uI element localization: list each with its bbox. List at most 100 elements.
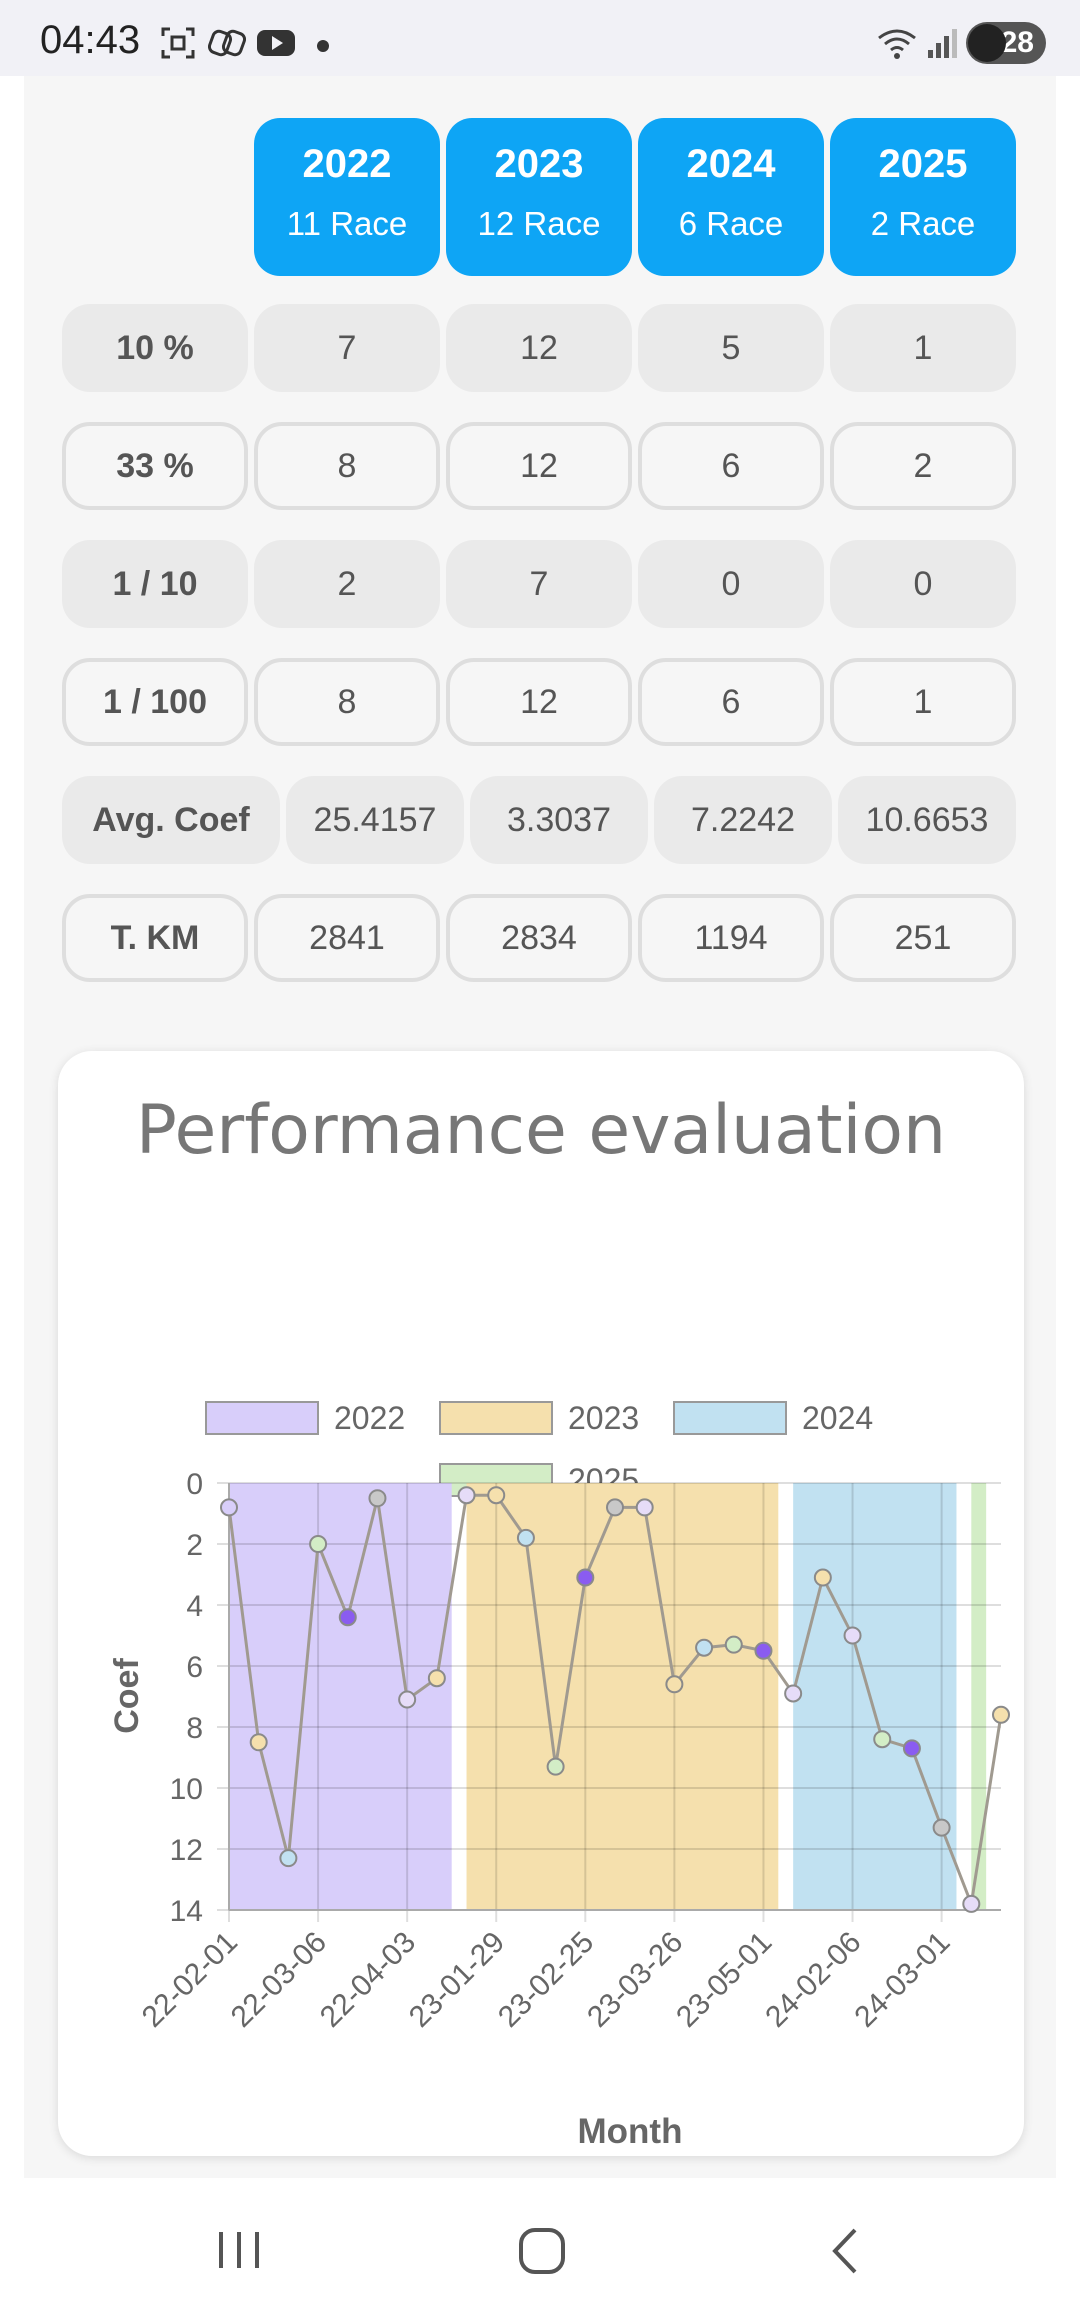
stat-cell: 12 bbox=[446, 422, 632, 510]
recent-apps-icon[interactable] bbox=[215, 2228, 265, 2272]
race-count: 11 Race bbox=[286, 205, 408, 242]
stat-cell: 5 bbox=[638, 304, 824, 392]
link-icon bbox=[208, 29, 246, 57]
row-label: 10 % bbox=[62, 304, 248, 392]
stat-cell: 2834 bbox=[446, 894, 632, 982]
x-tick-label: 22-04-03 bbox=[314, 1926, 422, 2034]
stat-cell: 2 bbox=[830, 422, 1016, 510]
data-point bbox=[635, 1498, 654, 1517]
stats-panel: 2022 11 Race 2023 12 Race 2024 6 Race 2025 2 Ra… bbox=[24, 76, 1056, 2178]
year-label: 2022 bbox=[302, 142, 392, 186]
row-label: T. KM bbox=[62, 894, 248, 982]
data-point bbox=[724, 1635, 743, 1654]
data-point bbox=[695, 1638, 714, 1657]
y-tick-label: 14 bbox=[170, 1895, 203, 1928]
wifi-icon bbox=[878, 29, 916, 59]
x-axis-title: Month bbox=[578, 2112, 683, 2151]
y-tick-label: 4 bbox=[186, 1590, 203, 1623]
stat-cell: 1194 bbox=[638, 894, 824, 982]
y-tick-label: 2 bbox=[186, 1529, 203, 1562]
battery-icon: 28 bbox=[966, 22, 1046, 64]
x-tick-label: 24-02-06 bbox=[759, 1926, 867, 2034]
data-point bbox=[368, 1489, 387, 1508]
race-count: 12 Race bbox=[477, 205, 601, 242]
stat-cell: 3.3037 bbox=[470, 776, 648, 864]
stat-cell: 12 bbox=[446, 304, 632, 392]
band-2025 bbox=[971, 1483, 987, 1910]
stat-cell: 8 bbox=[254, 658, 440, 746]
legend-swatch bbox=[439, 1401, 553, 1435]
performance-chart: 2022 2023 202420250246810121422-02-0122-03… bbox=[108, 1400, 1010, 2151]
youtube-icon bbox=[257, 30, 295, 56]
x-tick-label: 23-02-25 bbox=[492, 1926, 600, 2034]
x-tick-label: 22-03-06 bbox=[225, 1926, 333, 2034]
x-tick-label: 22-02-01 bbox=[136, 1926, 244, 2034]
stat-cell: 6 bbox=[638, 658, 824, 746]
back-icon[interactable] bbox=[825, 2226, 865, 2276]
x-tick-label: 23-01-29 bbox=[403, 1926, 511, 2034]
y-tick-label: 0 bbox=[186, 1468, 203, 1501]
data-point bbox=[516, 1528, 535, 1547]
status-bar: 04:43 28 bbox=[0, 0, 1080, 76]
data-point bbox=[813, 1568, 832, 1587]
y-tick-label: 12 bbox=[170, 1834, 203, 1867]
stat-cell: 1 bbox=[830, 304, 1016, 392]
chart-title: Performance evaluation bbox=[135, 1091, 947, 1170]
year-header-2022[interactable]: 2022 11 Race bbox=[254, 118, 440, 276]
year-header-2024[interactable]: 2024 6 Race bbox=[638, 118, 824, 276]
data-point bbox=[279, 1849, 298, 1868]
data-point bbox=[784, 1684, 803, 1703]
legend-label: 2022 bbox=[334, 1400, 405, 1436]
data-point bbox=[962, 1894, 981, 1913]
data-point bbox=[546, 1757, 565, 1776]
band-2022 bbox=[229, 1483, 452, 1910]
navigation-bar bbox=[0, 2178, 1080, 2316]
y-tick-label: 8 bbox=[186, 1712, 203, 1745]
stat-cell: 10.6653 bbox=[838, 776, 1016, 864]
status-time: 04:43 bbox=[40, 18, 141, 62]
data-point bbox=[873, 1730, 892, 1749]
data-point bbox=[843, 1626, 862, 1645]
stat-cell: 0 bbox=[830, 540, 1016, 628]
band-2024 bbox=[793, 1483, 957, 1910]
data-point bbox=[487, 1486, 506, 1505]
legend-label: 2024 bbox=[802, 1400, 873, 1436]
stat-cell: 2 bbox=[254, 540, 440, 628]
dot-icon bbox=[317, 40, 329, 52]
data-point bbox=[309, 1535, 328, 1553]
race-count: 2 Race bbox=[870, 205, 976, 242]
row-label: 1 / 10 bbox=[62, 540, 248, 628]
data-point bbox=[457, 1486, 476, 1505]
row-label: Avg. Coef bbox=[62, 776, 280, 864]
data-point bbox=[665, 1675, 684, 1694]
legend-swatch bbox=[673, 1401, 787, 1435]
data-point bbox=[606, 1498, 624, 1517]
chart-card: Performance evaluation 2022 2023 2024 2025 0… bbox=[58, 1051, 1024, 2156]
y-axis-title: Coef bbox=[108, 1658, 146, 1734]
data-point bbox=[398, 1690, 417, 1709]
stat-cell: 1 bbox=[830, 658, 1016, 746]
legend-swatch bbox=[205, 1401, 319, 1435]
data-point bbox=[932, 1818, 951, 1837]
x-tick-label: 24-03-01 bbox=[848, 1926, 956, 2034]
y-tick-label: 10 bbox=[170, 1773, 203, 1806]
stat-cell: 0 bbox=[638, 540, 824, 628]
year-label: 2025 bbox=[878, 142, 968, 186]
year-header-2023[interactable]: 2023 12 Race bbox=[446, 118, 632, 276]
signal-icon bbox=[928, 29, 957, 58]
row-label: 33 % bbox=[62, 422, 248, 510]
data-point bbox=[992, 1705, 1010, 1724]
home-icon[interactable] bbox=[517, 2226, 567, 2276]
data-point bbox=[902, 1739, 921, 1758]
stat-cell: 2841 bbox=[254, 894, 440, 982]
screenshot-icon bbox=[161, 27, 195, 59]
data-point bbox=[249, 1733, 268, 1752]
band-2023 bbox=[466, 1483, 779, 1910]
data-point bbox=[427, 1669, 446, 1688]
year-label: 2024 bbox=[686, 142, 776, 186]
race-count: 6 Race bbox=[678, 205, 784, 242]
year-header-2025[interactable]: 2025 2 Race bbox=[830, 118, 1016, 276]
x-tick-label: 23-03-26 bbox=[581, 1926, 689, 2034]
x-tick-label: 23-05-01 bbox=[670, 1926, 778, 2034]
stat-cell: 7 bbox=[254, 304, 440, 392]
